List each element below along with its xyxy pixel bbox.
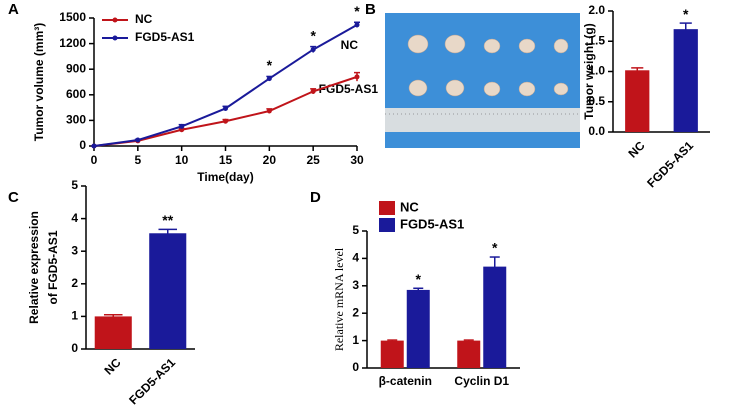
significance: * xyxy=(310,27,316,43)
y-tick-label: 4 xyxy=(71,211,78,225)
y-axis-label: Relative expression xyxy=(27,211,41,324)
legend-label: FGD5-AS1 xyxy=(135,30,195,44)
legend-label: NC xyxy=(400,199,419,214)
bar xyxy=(673,29,698,132)
significance: * xyxy=(683,6,689,22)
legend-swatch xyxy=(379,218,395,232)
panel-letter: B xyxy=(365,1,376,18)
bar xyxy=(483,266,507,368)
x-tick-label: 20 xyxy=(263,153,277,167)
significance: * xyxy=(267,57,273,73)
x-tick-label: FGD5-AS1 xyxy=(644,138,696,190)
significance: * xyxy=(416,271,422,287)
y-tick-label: 0 xyxy=(71,341,78,355)
significance: * xyxy=(492,240,498,256)
y-tick-label: 2.0 xyxy=(588,3,605,17)
y-tick-label: 1200 xyxy=(59,36,86,50)
legend-swatch xyxy=(112,17,118,23)
y-tick-label: 4 xyxy=(352,251,359,265)
y-tick-label: 3 xyxy=(352,278,359,292)
y-tick-label: 900 xyxy=(66,61,86,75)
legend-swatch xyxy=(112,35,118,41)
y-axis-label: Tumor volume (mm³) xyxy=(32,23,46,141)
y-tick-label: 0 xyxy=(352,360,359,374)
y-axis-label: Tumor weight (g) xyxy=(582,23,596,119)
x-axis-label: Time(day) xyxy=(197,170,253,184)
y-tick-label: 5 xyxy=(352,223,359,237)
bar xyxy=(406,289,430,368)
x-tick-label: 5 xyxy=(134,153,141,167)
tumor-photo xyxy=(385,13,580,148)
y-axis-label: Relative mRNA level xyxy=(332,247,346,351)
line xyxy=(93,23,358,147)
panel-letter: D xyxy=(310,189,321,206)
legend-swatch xyxy=(379,201,395,215)
y-tick-label: 1 xyxy=(71,309,78,323)
legend-label: FGD5-AS1 xyxy=(400,216,464,231)
x-tick-label: 30 xyxy=(350,153,364,167)
tumors xyxy=(407,34,569,97)
y-tick-label: 0 xyxy=(79,138,86,152)
y-tick-label: 2 xyxy=(352,305,359,319)
bar xyxy=(149,233,187,349)
bar xyxy=(380,340,404,368)
significance: * xyxy=(354,3,360,19)
x-tick-label: FGD5-AS1 xyxy=(126,355,178,407)
x-tick-label: 15 xyxy=(219,153,233,167)
y-tick-label: 5 xyxy=(71,178,78,192)
panel-letter: A xyxy=(8,1,19,18)
y-tick-label: 3 xyxy=(71,243,78,257)
x-tick-label: 0 xyxy=(91,153,98,167)
bar xyxy=(94,316,132,349)
line xyxy=(93,75,358,147)
y-axis-label: of FGD5-AS1 xyxy=(46,230,60,304)
x-tick-label: β-catenin xyxy=(379,374,432,388)
y-tick-label: 300 xyxy=(66,113,86,127)
ruler xyxy=(385,108,580,132)
significance: ** xyxy=(162,212,173,228)
x-tick-label: NC xyxy=(625,138,647,160)
y-tick-label: 1500 xyxy=(59,10,86,24)
y-tick-label: 1 xyxy=(352,333,359,347)
x-tick-label: 25 xyxy=(306,153,320,167)
x-tick-label: 10 xyxy=(175,153,189,167)
y-tick-label: 1.5 xyxy=(588,33,605,47)
legend-label: NC xyxy=(135,12,153,26)
bar xyxy=(457,340,481,368)
x-tick-label: NC xyxy=(101,355,123,377)
photo-label: FGD5-AS1 xyxy=(319,82,379,96)
y-tick-label: 600 xyxy=(66,87,86,101)
bar xyxy=(625,70,650,132)
y-tick-label: 2 xyxy=(71,276,78,290)
y-tick-label: 0.5 xyxy=(588,94,605,108)
y-tick-label: 1.0 xyxy=(588,64,605,78)
x-tick-label: Cyclin D1 xyxy=(454,374,509,388)
photo-label: NC xyxy=(341,38,359,52)
panel-letter: C xyxy=(8,189,19,206)
y-tick-label: 0.0 xyxy=(588,124,605,138)
